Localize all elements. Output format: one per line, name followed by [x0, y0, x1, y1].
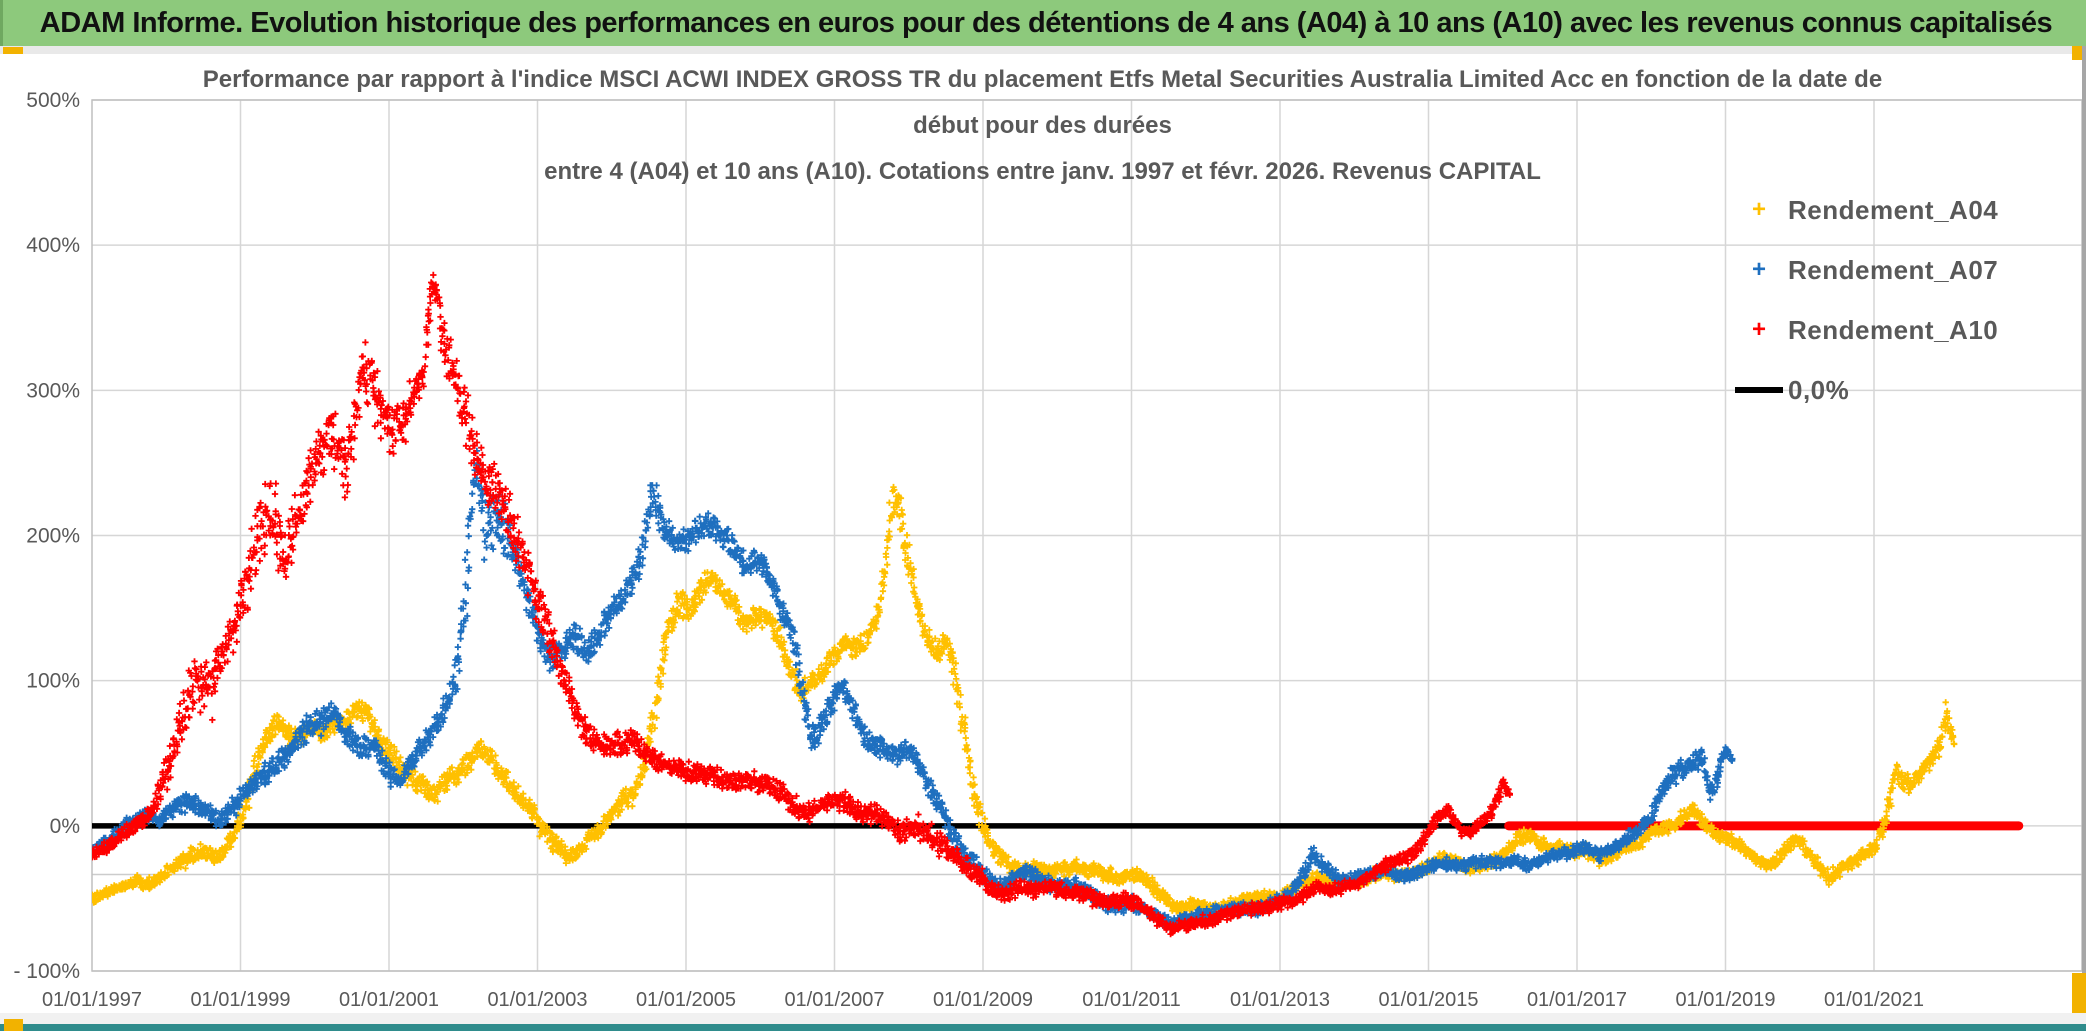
legend-label: 0,0% — [1788, 374, 1850, 405]
x-tick-label: 01/01/2007 — [784, 989, 884, 1011]
window-right-edge — [2082, 46, 2086, 1031]
legend-item-rendement-a04: + Rendement_A04 — [1730, 180, 2060, 240]
x-tick-label: 01/01/2011 — [1082, 989, 1181, 1011]
y-tick-label: - 100% — [13, 960, 80, 983]
x-tick-label: 01/01/2009 — [933, 989, 1033, 1011]
y-tick-label: 400% — [26, 234, 80, 257]
header-underline — [0, 46, 2086, 54]
x-tick-label: 01/01/2003 — [487, 989, 587, 1011]
x-tick-label: 01/01/1997 — [42, 989, 142, 1011]
plus-marker-icon: + — [1751, 256, 1766, 283]
y-tick-label: 500% — [26, 89, 80, 112]
y-tick-label: 100% — [26, 670, 80, 693]
y-tick-label: 0% — [50, 815, 80, 838]
plus-marker-icon: + — [1751, 316, 1766, 343]
x-tick-label: 01/01/2001 — [339, 989, 439, 1011]
series-Rendement_A07 — [92, 447, 1736, 932]
orange-accent-bottom-left — [4, 1019, 23, 1031]
legend-item-zero-line: 0,0% — [1730, 360, 2060, 420]
x-tick-label: 01/01/2015 — [1378, 989, 1478, 1011]
x-tick-label: 01/01/2021 — [1824, 989, 1924, 1011]
scatter-series-group — [92, 271, 1958, 938]
x-tick-label: 01/01/1999 — [190, 989, 290, 1011]
x-tick-label: 01/01/2019 — [1675, 989, 1775, 1011]
legend-label: Rendement_A04 — [1788, 194, 1999, 225]
chart-legend: + Rendement_A04 + Rendement_A07 + Rendem… — [1730, 180, 2060, 420]
legend-label: Rendement_A07 — [1788, 254, 1999, 285]
x-tick-label: 01/01/2017 — [1527, 989, 1627, 1011]
legend-item-rendement-a10: + Rendement_A10 — [1730, 300, 2060, 360]
y-tick-label: 300% — [26, 379, 80, 402]
legend-item-rendement-a07: + Rendement_A07 — [1730, 240, 2060, 300]
x-tick-label: 01/01/2013 — [1230, 989, 1330, 1011]
orange-accent-top-left — [3, 47, 23, 54]
y-tick-label: 200% — [26, 525, 80, 548]
series-Rendement_A10 — [92, 271, 1513, 938]
page-title: ADAM Informe. Evolution historique des p… — [39, 6, 2053, 39]
x-tick-label: 01/01/2005 — [636, 989, 736, 1011]
title-bar: ADAM Informe. Evolution historique des p… — [0, 0, 2086, 46]
series-Rendement_A04 — [92, 483, 1958, 917]
bottom-teal-rule — [0, 1024, 2086, 1031]
zero-line-swatch-icon — [1735, 387, 1783, 393]
bottom-row-strip — [0, 1013, 2086, 1024]
legend-label: Rendement_A10 — [1788, 314, 1999, 345]
plus-marker-icon: + — [1751, 196, 1766, 223]
